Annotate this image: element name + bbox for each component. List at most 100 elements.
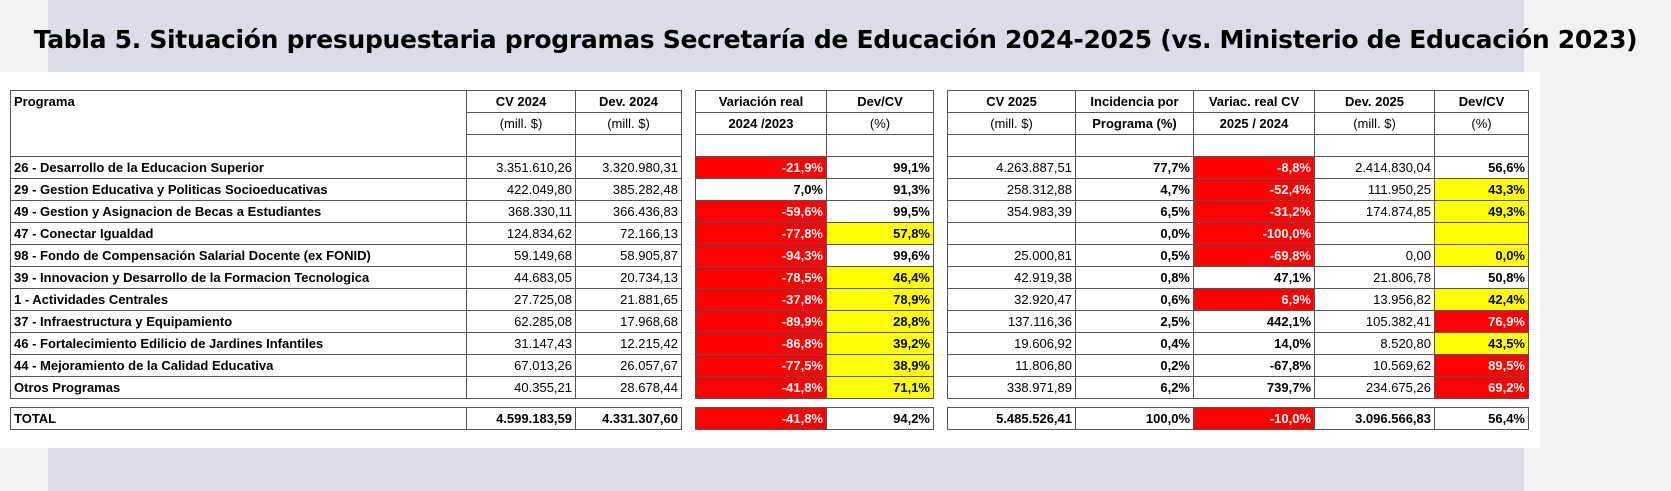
- header-devcv2025: Dev/CV: [1434, 90, 1529, 113]
- header-blank: [10, 112, 467, 135]
- total-row: TOTAL 4.599.183,59 4.331.307,60 -41,8% 94,2%…: [10, 407, 1529, 430]
- program-name: 49 - Gestion y Asignacion de Becas a Est…: [10, 200, 467, 223]
- cell-devcv2024: 99,6%: [826, 244, 934, 267]
- cell-var2024: -41,8%: [695, 376, 827, 399]
- table-row: 49 - Gestion y Asignacion de Becas a Est…: [10, 200, 1529, 223]
- cell-incidencia: 0,8%: [1075, 266, 1194, 289]
- cell-var2024: -78,5%: [695, 266, 827, 289]
- table-row: 47 - Conectar Igualdad 124.834,62 72.166,1…: [10, 222, 1529, 245]
- program-name: Otros Programas: [10, 376, 467, 399]
- cell-var2025: 442,1%: [1193, 310, 1315, 333]
- cell-cv2024: 40.355,21: [466, 376, 576, 399]
- cell-devcv2025: [1434, 222, 1529, 245]
- cell-incidencia: 0,4%: [1075, 332, 1194, 355]
- column-gap: [681, 332, 696, 355]
- cell-cv2025: 338.971,89: [947, 376, 1076, 399]
- header-programa: Programa: [10, 90, 467, 113]
- cell-var2024: -77,5%: [695, 354, 827, 377]
- cell-cv2025: 11.806,80: [947, 354, 1076, 377]
- cell-devcv2024: 71,1%: [826, 376, 934, 399]
- cell-incidencia: 0,0%: [1075, 222, 1194, 245]
- cell-devcv2024: 39,2%: [826, 332, 934, 355]
- header-dev2025: Dev. 2025: [1314, 90, 1435, 113]
- column-gap: [681, 244, 696, 267]
- cell-devcv2025: 42,4%: [1434, 288, 1529, 311]
- spacer-cell: [575, 398, 682, 408]
- header-cv2025: CV 2025: [947, 90, 1076, 113]
- header-cv2024: (mill. $): [466, 112, 576, 135]
- cell-incidencia: 0,6%: [1075, 288, 1194, 311]
- cell-var2025: -100,0%: [1193, 222, 1315, 245]
- cell-incidencia: 0,5%: [1075, 244, 1194, 267]
- column-gap: [681, 407, 696, 430]
- program-name: 47 - Conectar Igualdad: [10, 222, 467, 245]
- column-gap: [681, 310, 696, 333]
- cell-cv2024: 4.599.183,59: [466, 407, 576, 430]
- table-row: 29 - Gestion Educativa y Politicas Socio…: [10, 178, 1529, 201]
- header-incidencia: Incidencia por: [1075, 90, 1194, 113]
- column-gap: [681, 288, 696, 311]
- spacer-cell: [933, 398, 948, 408]
- cell-dev2024: 20.734,13: [575, 266, 682, 289]
- cell-dev2024: 26.057,67: [575, 354, 682, 377]
- header-cv2024: [466, 134, 576, 157]
- table-title: Tabla 5. Situación presupuestaria progra…: [33, 25, 1638, 54]
- cell-var2024: -21,9%: [695, 156, 827, 179]
- column-gap: [933, 244, 948, 267]
- cell-cv2024: 422.049,80: [466, 178, 576, 201]
- header-dev2024: [575, 134, 682, 157]
- cell-devcv2025: 49,3%: [1434, 200, 1529, 223]
- cell-cv2024: 368.330,11: [466, 200, 576, 223]
- cell-incidencia: 4,7%: [1075, 178, 1194, 201]
- program-name: 98 - Fondo de Compensación Salarial Doce…: [10, 244, 467, 267]
- cell-dev2025: 2.414.830,04: [1314, 156, 1435, 179]
- cell-incidencia: 6,5%: [1075, 200, 1194, 223]
- cell-var2025: 739,7%: [1193, 376, 1315, 399]
- header-cv2024: CV 2024: [466, 90, 576, 113]
- cell-cv2025: 4.263.887,51: [947, 156, 1076, 179]
- cell-dev2025: 3.096.566,83: [1314, 407, 1435, 430]
- program-name: 29 - Gestion Educativa y Politicas Socio…: [10, 178, 467, 201]
- column-gap: [681, 354, 696, 377]
- column-gap: [933, 200, 948, 223]
- column-gap: [933, 407, 948, 430]
- cell-var2025: 6,9%: [1193, 288, 1315, 311]
- cell-var2024: -41,8%: [695, 407, 827, 430]
- header-var2025: [1193, 134, 1315, 157]
- cell-devcv2025: 43,3%: [1434, 178, 1529, 201]
- header-var2024: 2024 /2023: [695, 112, 827, 135]
- cell-dev2024: 4.331.307,60: [575, 407, 682, 430]
- header-dev2025: [1314, 134, 1435, 157]
- cell-incidencia: 0,2%: [1075, 354, 1194, 377]
- cell-cv2025: 25.000,81: [947, 244, 1076, 267]
- header-dev2025: (mill. $): [1314, 112, 1435, 135]
- program-name: 39 - Innovacion y Desarrollo de la Forma…: [10, 266, 467, 289]
- cell-dev2025: 13.956,82: [1314, 288, 1435, 311]
- cell-dev2024: 366.436,83: [575, 200, 682, 223]
- column-gap: [681, 156, 696, 179]
- cell-cv2024: 31.147,43: [466, 332, 576, 355]
- column-gap: [681, 376, 696, 399]
- column-gap: [933, 310, 948, 333]
- cell-dev2024: 21.881,65: [575, 288, 682, 311]
- table-row: 1 - Actividades Centrales 27.725,08 21.881…: [10, 288, 1529, 311]
- column-gap: [933, 222, 948, 245]
- cell-cv2025: [947, 222, 1076, 245]
- column-gap: [933, 354, 948, 377]
- cell-devcv2024: 46,4%: [826, 266, 934, 289]
- cell-devcv2024: 99,1%: [826, 156, 934, 179]
- cell-cv2024: 59.149,68: [466, 244, 576, 267]
- cell-incidencia: 100,0%: [1075, 407, 1194, 430]
- column-gap: [681, 222, 696, 245]
- cell-cv2025: 32.920,47: [947, 288, 1076, 311]
- cell-var2024: -94,3%: [695, 244, 827, 267]
- header-cv2025: (mill. $): [947, 112, 1076, 135]
- cell-dev2024: 385.282,48: [575, 178, 682, 201]
- cell-cv2024: 3.351.610,26: [466, 156, 576, 179]
- spacer-cell: [466, 398, 576, 408]
- spacer-cell: [681, 398, 696, 408]
- spacer-cell: [1434, 398, 1529, 408]
- header-incidencia: Programa (%): [1075, 112, 1194, 135]
- cell-dev2025: 21.806,78: [1314, 266, 1435, 289]
- table-row: 26 - Desarrollo de la Educacion Superior…: [10, 156, 1529, 179]
